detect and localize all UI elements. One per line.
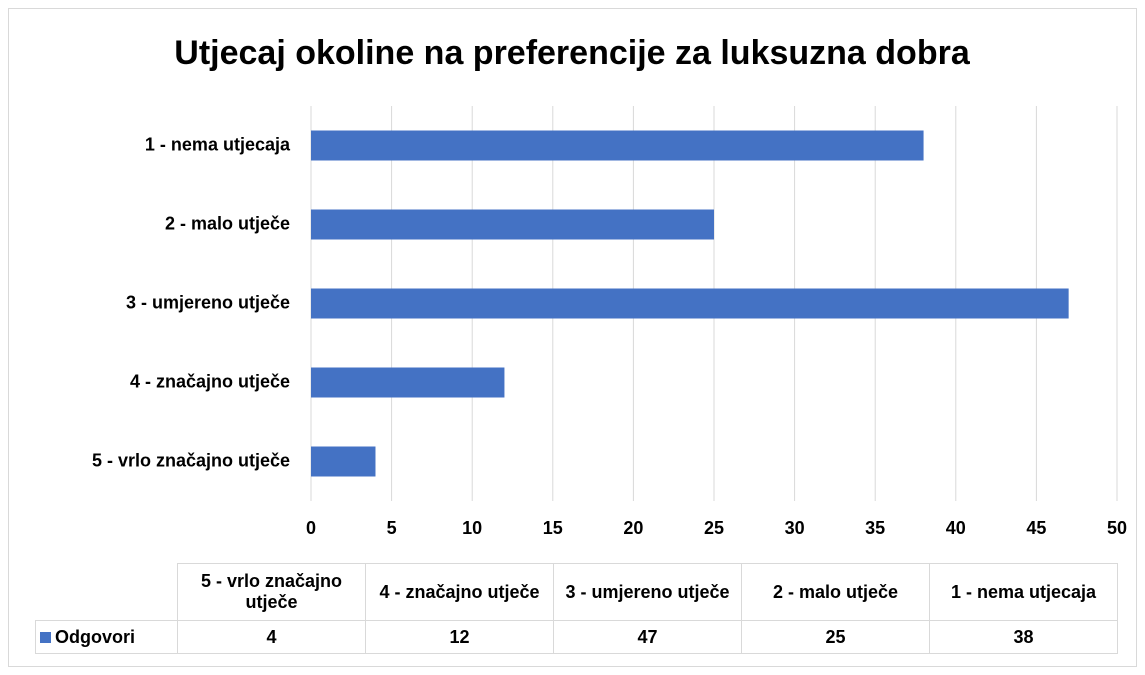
table-value: 4 (177, 620, 366, 654)
bar (311, 367, 505, 398)
x-tick-label: 5 (387, 518, 397, 538)
x-tick-label: 10 (462, 518, 482, 538)
table-header: 5 - vrlo značajno utječe (177, 563, 366, 621)
legend-cell: Odgovori (35, 620, 178, 654)
x-tick-label: 45 (1026, 518, 1046, 538)
table-header: 2 - malo utječe (741, 563, 930, 621)
table-value: 12 (365, 620, 554, 654)
x-tick-label: 0 (306, 518, 316, 538)
table-value: 38 (929, 620, 1118, 654)
x-tick-label: 20 (623, 518, 643, 538)
x-tick-label: 15 (543, 518, 563, 538)
table-value: 25 (741, 620, 930, 654)
table-header: 4 - značajno utječe (365, 563, 554, 621)
table-header: 1 - nema utjecaja (929, 563, 1118, 621)
y-tick-label: 3 - umjereno utječe (126, 292, 290, 312)
x-tick-label: 30 (785, 518, 805, 538)
y-tick-label: 2 - malo utječe (165, 213, 290, 233)
x-tick-label: 40 (946, 518, 966, 538)
bar (311, 288, 1069, 319)
bar (311, 130, 924, 161)
legend-key (40, 631, 51, 643)
table-value: 47 (553, 620, 742, 654)
x-tick-label: 25 (704, 518, 724, 538)
bar (311, 209, 714, 240)
bar (311, 446, 376, 477)
x-tick-label: 50 (1107, 518, 1127, 538)
y-tick-label: 4 - značajno utječe (130, 371, 290, 391)
chart-title: Utjecaj okoline na preferencije za luksu… (174, 34, 971, 72)
y-tick-label: 1 - nema utjecaja (145, 134, 291, 154)
legend-label: Odgovori (55, 626, 135, 647)
table-header: 3 - umjereno utječe (553, 563, 742, 621)
chart-border (8, 8, 1137, 667)
x-tick-label: 35 (865, 518, 885, 538)
y-tick-label: 5 - vrlo značajno utječe (92, 450, 290, 470)
